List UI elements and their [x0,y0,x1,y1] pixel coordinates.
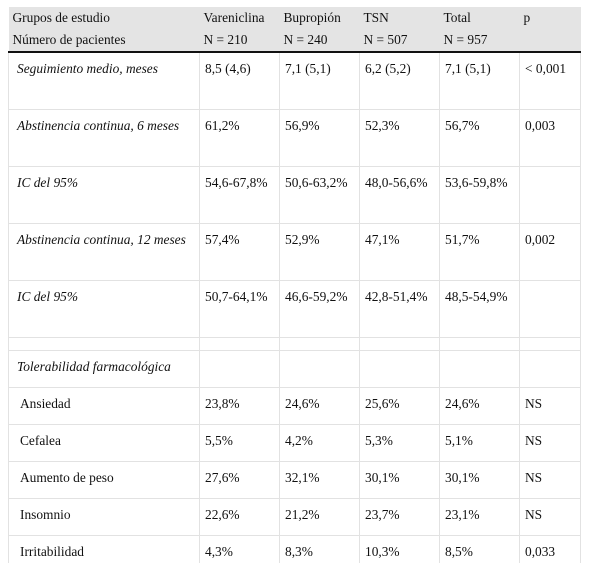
table-cell: 5,3% [360,425,440,462]
row-label: Abstinencia continua, 12 meses [9,224,200,281]
table-cell: 56,7% [440,110,520,167]
table-cell: NS [520,388,581,425]
header-cell [520,29,581,52]
row-label: Cefalea [9,425,200,462]
table-cell: 4,2% [280,425,360,462]
table-cell: 48,5-54,9% [440,281,520,338]
table-row: Abstinencia continua, 6 meses 61,2% 56,9… [9,110,581,167]
row-label: Irritabilidad [9,536,200,563]
table-cell: 23,1% [440,499,520,536]
table-cell: 27,6% [200,462,280,499]
row-label: IC del 95% [9,167,200,224]
table-cell: NS [520,462,581,499]
header-cell: TSN [360,7,440,29]
row-label: Insomnio [9,499,200,536]
row-label: Aumento de peso [9,462,200,499]
header-cell: Número de pacientes [9,29,200,52]
row-label: Abstinencia continua, 6 meses [9,110,200,167]
table-cell: 0,002 [520,224,581,281]
table-cell: 7,1 (5,1) [440,52,520,110]
table-cell: 57,4% [200,224,280,281]
table-cell: < 0,001 [520,52,581,110]
row-label: Seguimiento medio, meses [9,52,200,110]
header-row-groups: Grupos de estudio Vareniclina Bupropión … [9,7,581,29]
table-cell: 23,7% [360,499,440,536]
table-row: Aumento de peso 27,6% 32,1% 30,1% 30,1% … [9,462,581,499]
header-cell: N = 240 [280,29,360,52]
table-cell: 5,1% [440,425,520,462]
table-cell: 46,6-59,2% [280,281,360,338]
header-row-patients: Número de pacientes N = 210 N = 240 N = … [9,29,581,52]
table-row: Insomnio 22,6% 21,2% 23,7% 23,1% NS [9,499,581,536]
table-cell: 0,003 [520,110,581,167]
table-cell: 48,0-56,6% [360,167,440,224]
table-cell: 52,9% [280,224,360,281]
header-cell: Grupos de estudio [9,7,200,29]
table-cell [520,281,581,338]
table-row: Seguimiento medio, meses 8,5 (4,6) 7,1 (… [9,52,581,110]
table-cell: 4,3% [200,536,280,563]
table-cell: 23,8% [200,388,280,425]
header-cell: Vareniclina [200,7,280,29]
table-cell: 5,5% [200,425,280,462]
table-cell: 21,2% [280,499,360,536]
table-cell: NS [520,499,581,536]
table-cell: 10,3% [360,536,440,563]
header-cell: Total [440,7,520,29]
table-cell: 30,1% [440,462,520,499]
table-row: IC del 95% 50,7-64,1% 46,6-59,2% 42,8-51… [9,281,581,338]
table-cell [520,167,581,224]
table-cell: 8,5% [440,536,520,563]
table-cell: NS [520,425,581,462]
spacer-row [9,338,581,351]
table-row: Irritabilidad 4,3% 8,3% 10,3% 8,5% 0,033 [9,536,581,563]
table-cell: 22,6% [200,499,280,536]
table-row: Abstinencia continua, 12 meses 57,4% 52,… [9,224,581,281]
table-cell: 25,6% [360,388,440,425]
table-cell: 24,6% [280,388,360,425]
table-row: Ansiedad 23,8% 24,6% 25,6% 24,6% NS [9,388,581,425]
table-cell: 54,6-67,8% [200,167,280,224]
table-cell: 8,3% [280,536,360,563]
table-cell: 50,6-63,2% [280,167,360,224]
header-cell: Bupropión [280,7,360,29]
table-cell: 42,8-51,4% [360,281,440,338]
header-cell: N = 507 [360,29,440,52]
row-label: Ansiedad [9,388,200,425]
table-cell: 56,9% [280,110,360,167]
table-row: Cefalea 5,5% 4,2% 5,3% 5,1% NS [9,425,581,462]
table-cell: 24,6% [440,388,520,425]
section-row: Tolerabilidad farmacológica [9,351,581,388]
table-cell: 52,3% [360,110,440,167]
table-cell: 61,2% [200,110,280,167]
header-cell: p [520,7,581,29]
table-cell: 50,7-64,1% [200,281,280,338]
table-cell: 8,5 (4,6) [200,52,280,110]
row-label: IC del 95% [9,281,200,338]
section-title: Tolerabilidad farmacológica [9,351,200,388]
table-cell: 47,1% [360,224,440,281]
table-cell: 32,1% [280,462,360,499]
table-row: IC del 95% 54,6-67,8% 50,6-63,2% 48,0-56… [9,167,581,224]
table-cell: 6,2 (5,2) [360,52,440,110]
results-table: Grupos de estudio Vareniclina Bupropión … [8,7,581,563]
header-cell: N = 210 [200,29,280,52]
table-cell: 0,033 [520,536,581,563]
header-cell: N = 957 [440,29,520,52]
table-cell: 53,6-59,8% [440,167,520,224]
table-cell: 51,7% [440,224,520,281]
table-cell: 30,1% [360,462,440,499]
table-cell: 7,1 (5,1) [280,52,360,110]
